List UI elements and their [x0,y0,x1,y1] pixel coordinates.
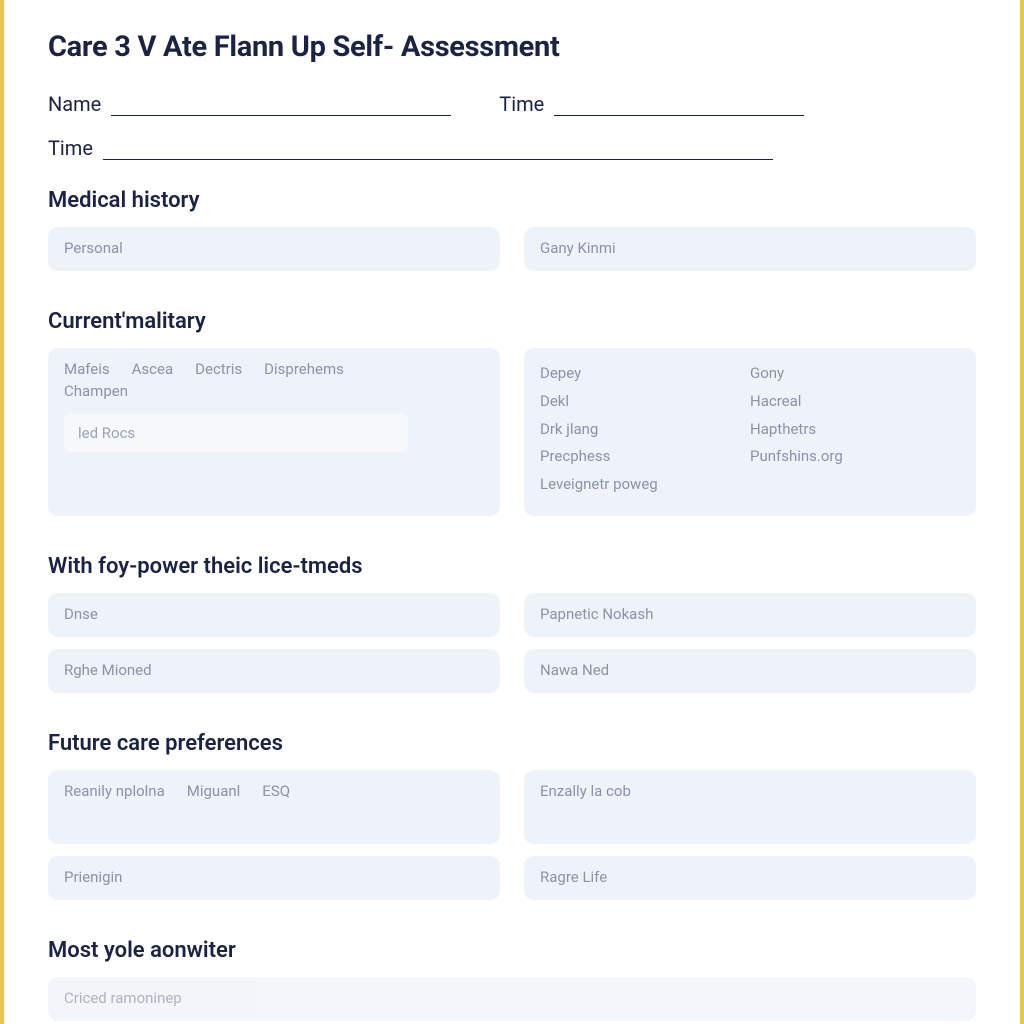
kw: ESQ [262,782,290,800]
with-r2-right[interactable]: Nawa Ned [524,649,976,693]
pair-item: Punfshins.org [750,443,960,471]
kw: Reanily nplolna [64,782,165,800]
name-line[interactable] [111,94,451,116]
section-with: With foy-power theic lice-tmeds Dnse Pap… [48,554,976,705]
time-line-1[interactable] [554,94,804,116]
medical-history-left-box[interactable]: Personal [48,227,500,271]
section-future: Future care preferences Reanily nplolna … [48,731,976,912]
time-field-1: Time [499,92,804,116]
time-field-2: Time [48,136,773,160]
pair-item: Precphess [540,443,750,471]
with-title: With foy-power theic lice-tmeds [48,554,976,579]
with-r1-left[interactable]: Dnse [48,593,500,637]
with-r2-left[interactable]: Rghe Mioned [48,649,500,693]
pair-item: Gony [750,360,960,388]
pair-item: Leveignetr poweg [540,471,750,499]
with-r1-right[interactable]: Papnetic Nokash [524,593,976,637]
name-label: Name [48,92,101,116]
current-left-box[interactable]: Mafeis Ascea Dectris Disprehems Champen … [48,348,500,516]
time-label-2: Time [48,136,93,160]
section-current: Current'malitary Mafeis Ascea Dectris Di… [48,309,976,528]
name-field: Name [48,92,451,116]
pair-item: Hapthetrs [750,416,960,444]
pair-item: Depey [540,360,750,388]
kw: Ascea [132,360,174,378]
pair-item: Hacreal [750,388,960,416]
section-most: Most yole aonwiter Criced ramoninep [48,938,976,1021]
current-right-box[interactable]: Depey Dekl Drk jlang Precphess Leveignet… [524,348,976,516]
most-title: Most yole aonwiter [48,938,976,963]
kw: Mafeis [64,360,110,378]
current-title: Current'malitary [48,309,976,334]
medical-history-title: Medical history [48,188,976,213]
time-label-1: Time [499,92,544,116]
medical-history-right-box[interactable]: Gany Kinmi [524,227,976,271]
future-r2-left[interactable]: Prienigin [48,856,500,900]
future-title: Future care preferences [48,731,976,756]
page-title: Care 3 V Ate Flann Up Self- Assessment [48,30,976,64]
pair-item: Drk jlang [540,416,750,444]
header-fields: Name Time Time [48,92,976,160]
kw: Miguanl [187,782,241,800]
pair-item: Dekl [540,388,750,416]
future-r1-right[interactable]: Enzally la cob [524,770,976,844]
section-medical-history: Medical history Personal Gany Kinmi [48,188,976,283]
time-line-2[interactable] [103,138,773,160]
kw: Champen [64,382,128,400]
future-r2-right[interactable]: Ragre Life [524,856,976,900]
most-box[interactable]: Criced ramoninep [48,977,976,1021]
kw: Disprehems [264,360,344,378]
kw: Dectris [195,360,242,378]
current-inner-input[interactable]: led Rocs [64,414,408,452]
future-r1-left[interactable]: Reanily nplolna Miguanl ESQ [48,770,500,844]
